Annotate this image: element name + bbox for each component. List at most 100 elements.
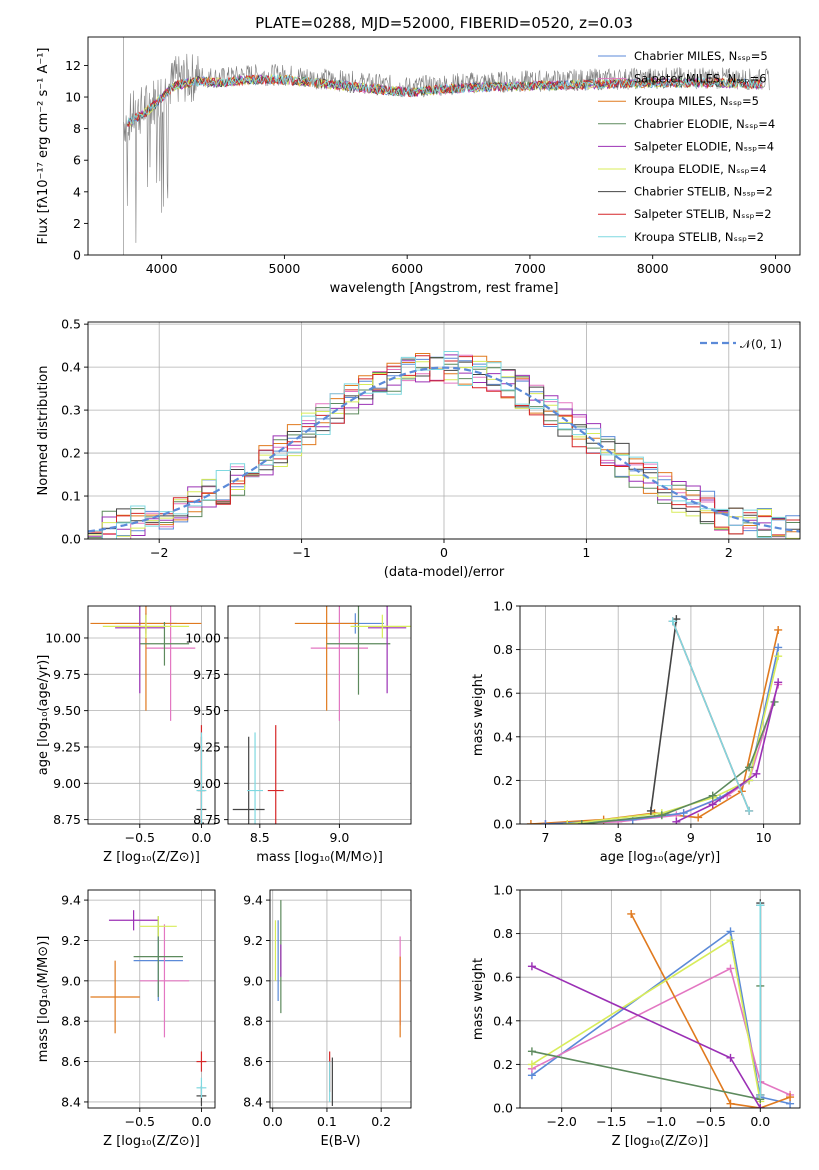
errorbar-point: [350, 614, 411, 638]
y-tick-label: 8.6: [61, 1054, 81, 1069]
y-tick-label: 6: [73, 153, 81, 168]
x-axis-label: mass [log₁₀(M/M⊙)]: [256, 850, 383, 865]
x-tick-label: 0.0: [191, 830, 211, 845]
legend-label: Chabrier MILES, Nₛₛₚ=5: [634, 49, 768, 63]
legend-label: Chabrier ELODIE, Nₛₛₚ=4: [634, 117, 775, 131]
y-tick-label: 0.2: [493, 1057, 513, 1072]
errorbar-point: [139, 924, 190, 1038]
series-marker: [726, 1099, 735, 1108]
y-tick-label: 8: [73, 121, 81, 136]
y-tick-label: 9.4: [61, 893, 81, 908]
y-axis-label: mass [log₁₀(M/M⊙)]: [36, 936, 51, 1063]
x-axis-label: age [log₁₀(age/yr)]: [600, 850, 721, 865]
panel-age-vs-Z: −0.5 0.0 8.75 9.00 9.25 9.50 9.75 10.00 Z [log₁₀…: [36, 605, 216, 865]
x-axis-label: Z [log₁₀(Z/Z⊙)]: [103, 1134, 200, 1149]
x-tick-label: 7000: [514, 261, 546, 276]
axes-frame: [519, 605, 801, 825]
y-tick-label: 0.6: [493, 970, 513, 985]
y-tick-label: 0.0: [493, 1101, 513, 1116]
x-tick-label: −2.0: [547, 1114, 577, 1129]
legend-label: Salpeter ELODIE, Nₛₛₚ=4: [634, 139, 774, 153]
y-tick-label: 9.75: [53, 667, 81, 682]
y-tick-label: 9.2: [61, 933, 81, 948]
errorbar-point: [196, 1051, 207, 1072]
y-tick-label: 9.50: [193, 703, 221, 718]
axes-frame: [87, 36, 801, 256]
x-tick-label: 2: [725, 545, 733, 560]
x-axis-label: Z [log₁₀(Z/Z⊙)]: [103, 850, 200, 865]
series-marker: [745, 806, 754, 815]
legend-label: 𝒩(0, 1): [740, 337, 782, 351]
series-marker: [774, 652, 783, 661]
x-tick-label: 4000: [146, 261, 178, 276]
series-marker: [708, 800, 717, 809]
y-tick-label: 0.2: [493, 773, 513, 788]
y-tick-label: 0.4: [61, 360, 81, 375]
panel-age-vs-mass: 8.5 9.0 8.75 9.00 9.25 9.50 9.75 10.00 mass [log…: [185, 605, 412, 865]
series-marker: [752, 769, 761, 778]
series-marker: [756, 1104, 765, 1108]
errorbar-point: [267, 725, 284, 824]
series-line: [567, 655, 779, 824]
errorbar-point: [145, 606, 196, 721]
y-tick-label: 8.4: [61, 1094, 81, 1109]
legend-label: Kroupa STELIB, Nₛₛₚ=2: [634, 230, 764, 244]
x-tick-label: 0.2: [371, 1114, 391, 1129]
series-marker: [541, 820, 550, 824]
errorbar-point: [115, 606, 165, 694]
legend: Chabrier MILES, Nₛₛₚ=5 Salpeter MILES, Nₛ…: [598, 49, 775, 244]
series-line: [531, 965, 761, 1108]
panel-spectrum: Chabrier MILES, Nₛₛₚ=5 Salpeter MILES, Nₛ…: [36, 14, 801, 296]
plot-area: [274, 900, 401, 1106]
series-marker: [627, 909, 636, 918]
y-tick-label: 0.2: [61, 446, 81, 461]
y-axis-label: age [log₁₀(age/yr)]: [36, 655, 51, 776]
x-tick-label: 10: [756, 830, 772, 845]
series-marker: [527, 1047, 536, 1056]
panel-massweight-vs-age: 7 8 9 10 0.0 0.2 0.4 0.6 0.8 1.0 age [log₁₀(age/yr…: [471, 599, 801, 865]
x-tick-label: 0.1: [317, 1114, 337, 1129]
y-tick-label: 0.0: [61, 532, 81, 547]
series-marker: [708, 791, 717, 800]
x-tick-label: 9: [687, 830, 695, 845]
histogram-step-line: [88, 351, 800, 539]
errorbar-point: [368, 606, 407, 694]
errorbar-point: [294, 606, 359, 711]
errorbar-point: [247, 732, 264, 824]
x-axis-label: Z [log₁₀(Z/Z⊙)]: [612, 1134, 709, 1149]
series-marker: [745, 763, 754, 772]
y-tick-label: 0.8: [493, 642, 513, 657]
errorbar-point: [102, 614, 190, 638]
y-tick-label: 0.3: [61, 403, 81, 418]
x-tick-label: 9.0: [329, 830, 349, 845]
plot-area: [90, 606, 207, 824]
errorbar-point: [139, 621, 190, 666]
x-tick-label: 0.0: [191, 1114, 211, 1129]
errorbar-point: [139, 916, 177, 937]
y-tick-label: 9.25: [53, 739, 81, 754]
x-axis-label: E(B-V): [320, 1134, 360, 1149]
y-tick-label: 8.6: [243, 1054, 263, 1069]
errorbar-point: [108, 910, 159, 931]
plot-area: [90, 910, 207, 1106]
panel-massweight-vs-Z: −2.0 −1.5 −1.0 −0.5 0.0 0.0 0.2 0.4 0.6 0.8 1.0 Z […: [471, 883, 801, 1149]
x-tick-label: −0.5: [125, 830, 155, 845]
series-marker: [577, 820, 586, 824]
y-tick-label: 2: [73, 216, 81, 231]
series-marker: [774, 678, 783, 687]
x-tick-label: 8000: [637, 261, 669, 276]
histogram-step-line: [88, 354, 800, 539]
series-marker: [646, 806, 655, 815]
y-tick-label: 0.4: [493, 1013, 513, 1028]
errorbar-point: [326, 606, 391, 695]
y-tick-label: 8.8: [61, 1014, 81, 1029]
y-tick-label: 9.0: [61, 973, 81, 988]
x-tick-label: 9000: [760, 261, 792, 276]
errorbar-point: [232, 736, 265, 824]
errorbar-point: [196, 1077, 207, 1098]
y-tick-label: 8.8: [243, 1014, 263, 1029]
x-tick-label: −1.0: [646, 1114, 676, 1129]
series-marker: [756, 901, 765, 910]
x-tick-label: −1.5: [596, 1114, 626, 1129]
series-marker: [756, 1090, 765, 1099]
